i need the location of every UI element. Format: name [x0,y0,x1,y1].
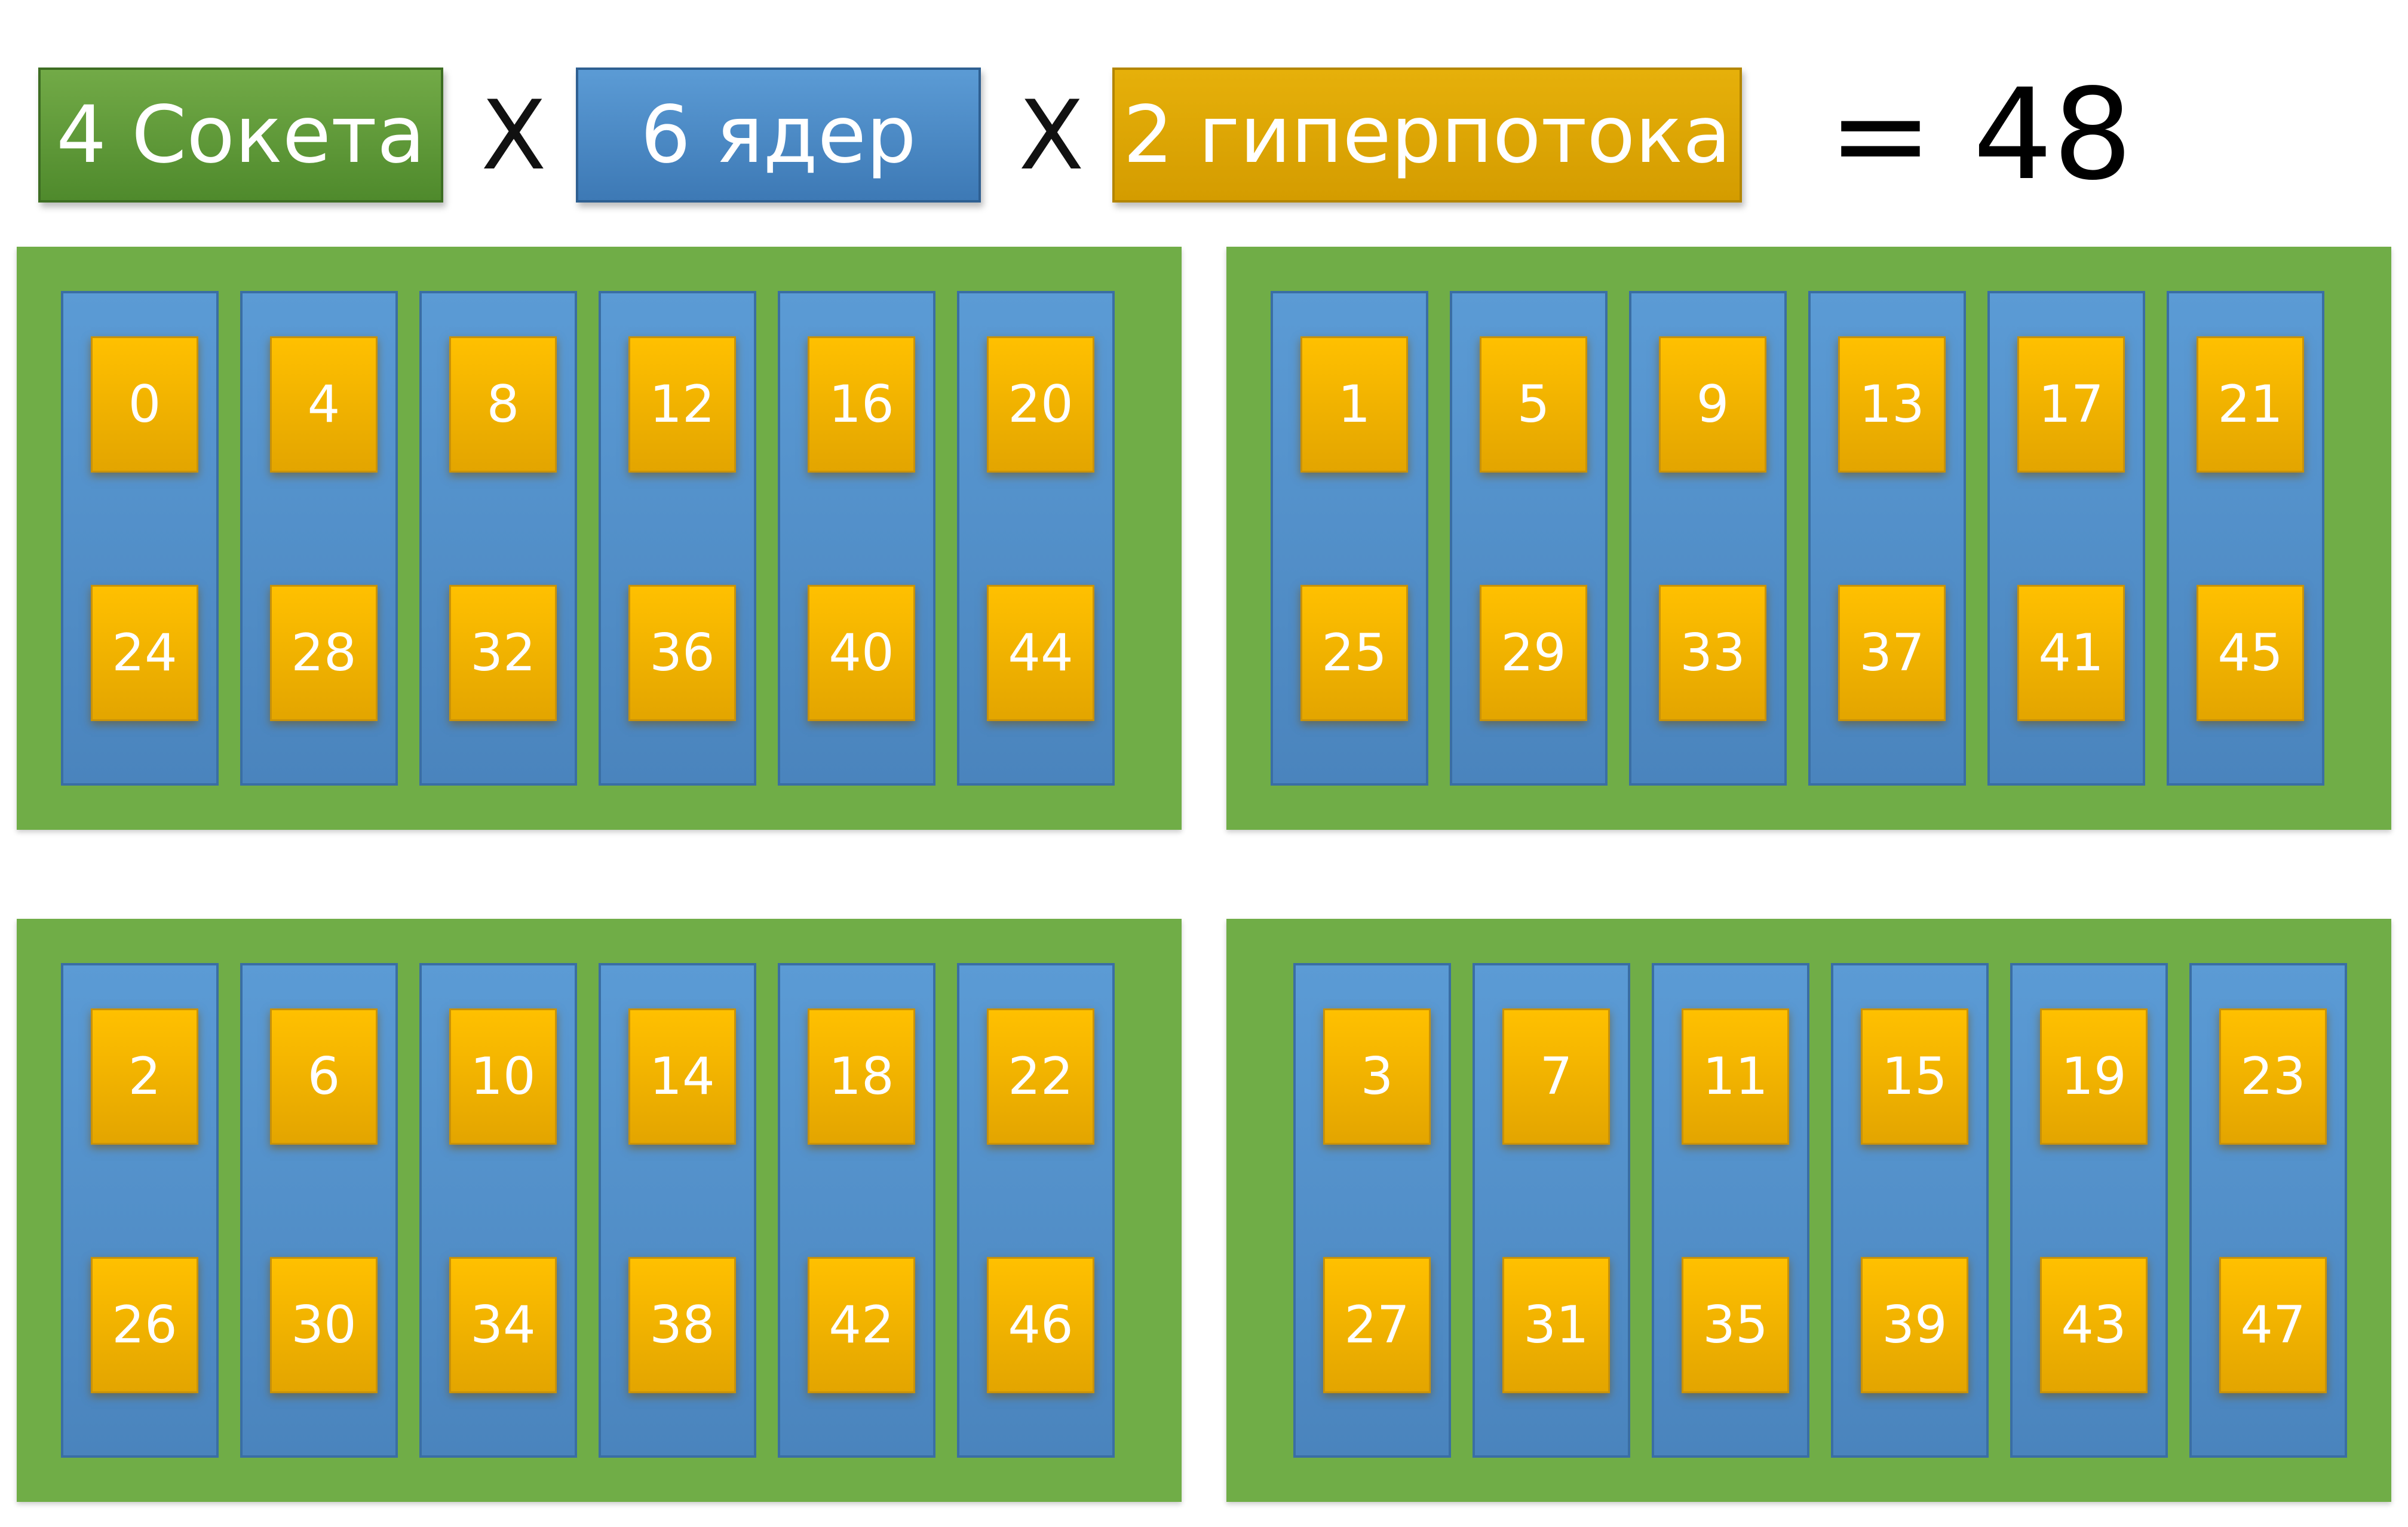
hyperthread-box: 45 [2197,585,2304,721]
hyperthreads-count-box: 2 гиперпотока [1112,68,1742,203]
hyperthread-box: 2 [91,1008,198,1145]
hyperthread-box: 41 [2017,585,2125,721]
hyperthread-box: 21 [2197,336,2304,473]
total-threads-result: = 48 [1828,61,2133,208]
multiply-sign-1: X [481,79,547,191]
hyperthread-box: 32 [449,585,557,721]
hyperthread-box: 25 [1300,585,1408,721]
hyperthread-box: 6 [270,1008,378,1145]
hyperthread-box: 38 [628,1257,736,1393]
core-2: 7 31 [1473,963,1630,1458]
multiply-sign-2: X [1019,79,1084,191]
hyperthread-box: 16 [808,336,915,473]
core-4: 14 38 [599,963,756,1458]
hyperthread-box: 31 [1502,1257,1610,1393]
hyperthread-box: 8 [449,336,557,473]
hyperthread-box: 44 [987,585,1094,721]
hyperthread-box: 29 [1480,585,1587,721]
core-6: 21 45 [2167,291,2324,786]
core-4: 13 37 [1808,291,1966,786]
sockets-count-box: 4 Сокета [38,68,443,203]
core-3: 8 32 [419,291,577,786]
hyperthread-box: 46 [987,1257,1094,1393]
socket-3: 2 26 6 30 10 34 14 38 18 42 22 46 [17,919,1182,1502]
core-5: 17 41 [1987,291,2145,786]
core-1: 1 25 [1271,291,1428,786]
hyperthread-box: 7 [1502,1008,1610,1145]
hyperthread-box: 34 [449,1257,557,1393]
hyperthread-box: 1 [1300,336,1408,473]
hyperthread-box: 14 [628,1008,736,1145]
hyperthread-box: 22 [987,1008,1094,1145]
hyperthread-box: 4 [270,336,378,473]
hyperthread-box: 36 [628,585,736,721]
hyperthread-box: 28 [270,585,378,721]
hyperthread-box: 40 [808,585,915,721]
core-2: 6 30 [240,963,398,1458]
core-2: 4 28 [240,291,398,786]
core-3: 10 34 [419,963,577,1458]
core-5: 16 40 [778,291,935,786]
core-4: 12 36 [599,291,756,786]
core-5: 19 43 [2010,963,2168,1458]
hyperthread-box: 19 [2040,1008,2148,1145]
hyperthread-box: 39 [1861,1257,1968,1393]
hyperthread-box: 0 [91,336,198,473]
hyperthread-box: 5 [1480,336,1587,473]
core-6: 22 46 [957,963,1115,1458]
hyperthread-box: 30 [270,1257,378,1393]
hyperthreads-count-label: 2 гиперпотока [1123,89,1731,181]
socket-2: 1 25 5 29 9 33 13 37 17 41 21 45 [1226,247,2391,830]
hyperthread-box: 12 [628,336,736,473]
core-3: 11 35 [1652,963,1809,1458]
core-3: 9 33 [1629,291,1787,786]
hyperthread-box: 9 [1659,336,1766,473]
hyperthread-box: 20 [987,336,1094,473]
hyperthread-box: 37 [1838,585,1946,721]
hyperthread-box: 13 [1838,336,1946,473]
core-5: 18 42 [778,963,935,1458]
hyperthread-box: 3 [1323,1008,1431,1145]
hyperthread-box: 10 [449,1008,557,1145]
core-1: 3 27 [1293,963,1451,1458]
core-2: 5 29 [1450,291,1608,786]
sockets-count-label: 4 Сокета [56,89,425,181]
core-1: 0 24 [61,291,219,786]
hyperthread-box: 27 [1323,1257,1431,1393]
hyperthread-box: 17 [2017,336,2125,473]
socket-1: 0 24 4 28 8 32 12 36 16 40 20 44 [17,247,1182,830]
hyperthread-box: 15 [1861,1008,1968,1145]
core-6: 23 47 [2189,963,2347,1458]
core-4: 15 39 [1831,963,1989,1458]
core-1: 2 26 [61,963,219,1458]
cores-count-box: 6 ядер [576,68,981,203]
hyperthread-box: 26 [91,1257,198,1393]
hyperthread-box: 24 [91,585,198,721]
hyperthread-box: 35 [1682,1257,1789,1393]
cores-count-label: 6 ядер [640,89,916,181]
socket-4: 3 27 7 31 11 35 15 39 19 43 23 47 [1226,919,2391,1502]
hyperthread-box: 47 [2219,1257,2327,1393]
hyperthread-box: 18 [808,1008,915,1145]
hyperthread-box: 43 [2040,1257,2148,1393]
core-6: 20 44 [957,291,1115,786]
hyperthread-box: 42 [808,1257,915,1393]
hyperthread-box: 11 [1682,1008,1789,1145]
hyperthread-box: 33 [1659,585,1766,721]
hyperthread-box: 23 [2219,1008,2327,1145]
